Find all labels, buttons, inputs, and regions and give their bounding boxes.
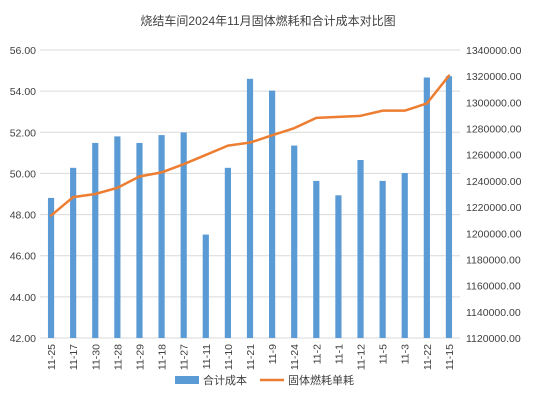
bar <box>202 234 209 338</box>
right-axis-tick-label: 1180000.00 <box>466 254 521 266</box>
x-axis-tick-label: 11-28 <box>112 344 124 370</box>
legend-bar-swatch <box>175 376 199 384</box>
x-axis-tick-label: 11-27 <box>179 344 191 370</box>
bar <box>445 76 453 338</box>
right-axis-tick-label: 1220000.00 <box>466 202 522 214</box>
x-axis-tick-label: 11-24 <box>289 344 301 370</box>
x-axis-tick-label: 11-11 <box>201 344 213 369</box>
legend-line-label: 固体燃耗单耗 <box>288 373 354 387</box>
line-series <box>49 74 451 217</box>
bar <box>92 142 99 338</box>
x-axis-tick-label: 11-15 <box>444 344 456 370</box>
legend-bar-label: 合计成本 <box>203 373 247 387</box>
right-axis-tick-label: 1260000.00 <box>466 150 522 162</box>
bar <box>291 145 298 338</box>
bar <box>158 135 165 338</box>
left-axis-tick-label: 56.00 <box>10 45 36 57</box>
left-y-axis: 42.00 44.00 46.00 48.00 50.00 52.00 54.00 56.00 <box>10 45 36 345</box>
bar <box>313 180 320 338</box>
x-axis-tick-label: 11-18 <box>157 344 169 370</box>
x-axis-tick-label: 11-10 <box>223 344 235 370</box>
bar <box>246 78 254 339</box>
chart-title: 烧结车间2024年11月固体燃耗和合计成本对比图 <box>140 13 395 28</box>
x-axis-tick-label: 11-2 <box>311 344 323 364</box>
x-axis-tick-label: 11-12 <box>356 344 368 370</box>
left-axis-tick-label: 48.00 <box>10 210 36 222</box>
bar <box>47 197 55 338</box>
bar <box>379 180 386 338</box>
left-axis-tick-label: 44.00 <box>10 292 36 304</box>
bar <box>335 195 342 338</box>
bar <box>180 132 187 338</box>
bar <box>70 167 77 338</box>
x-axis-tick-label: 11-22 <box>422 344 434 370</box>
bar <box>136 142 143 338</box>
x-axis: 11-25 11-17 11-30 11-28 11-29 11-18 11-27 11-11… <box>46 344 456 370</box>
bar <box>357 159 364 338</box>
right-axis-tick-label: 1300000.00 <box>466 97 522 109</box>
right-axis-tick-label: 1280000.00 <box>466 124 522 136</box>
x-axis-tick-label: 11-5 <box>378 344 390 364</box>
right-axis-tick-label: 1200000.00 <box>466 228 522 240</box>
right-y-axis: 1120000.00 1140000.00 1160000.00 1180000.00… <box>466 45 522 345</box>
bar <box>401 173 408 338</box>
left-axis-tick-label: 42.00 <box>10 333 36 345</box>
bar <box>423 77 430 338</box>
bar <box>269 90 276 338</box>
bar-series <box>47 76 453 339</box>
right-axis-tick-label: 1140000.00 <box>466 307 521 319</box>
left-axis-tick-label: 54.00 <box>10 86 36 98</box>
bar <box>224 167 231 338</box>
x-axis-tick-label: 11-3 <box>400 344 412 364</box>
left-axis-tick-label: 52.00 <box>10 127 36 139</box>
left-axis-tick-label: 46.00 <box>10 251 36 263</box>
legend: 合计成本 固体燃耗单耗 <box>175 373 354 387</box>
right-axis-tick-label: 1340000.00 <box>466 45 522 57</box>
line-series-path <box>49 74 451 217</box>
left-axis-tick-label: 50.00 <box>10 168 36 180</box>
right-axis-tick-label: 1120000.00 <box>466 333 521 345</box>
x-axis-tick-label: 11-29 <box>134 344 146 370</box>
x-axis-tick-label: 11-1 <box>333 344 345 364</box>
x-axis-tick-label: 11-9 <box>267 344 279 364</box>
right-axis-tick-label: 1320000.00 <box>466 71 522 83</box>
right-axis-tick-label: 1240000.00 <box>466 176 522 188</box>
x-axis-tick-label: 11-30 <box>90 344 102 370</box>
x-axis-tick-label: 11-17 <box>68 344 80 370</box>
x-axis-tick-label: 11-21 <box>245 344 257 370</box>
x-axis-tick-label: 11-25 <box>46 344 58 370</box>
bar <box>114 136 121 338</box>
right-axis-tick-label: 1160000.00 <box>466 281 521 293</box>
